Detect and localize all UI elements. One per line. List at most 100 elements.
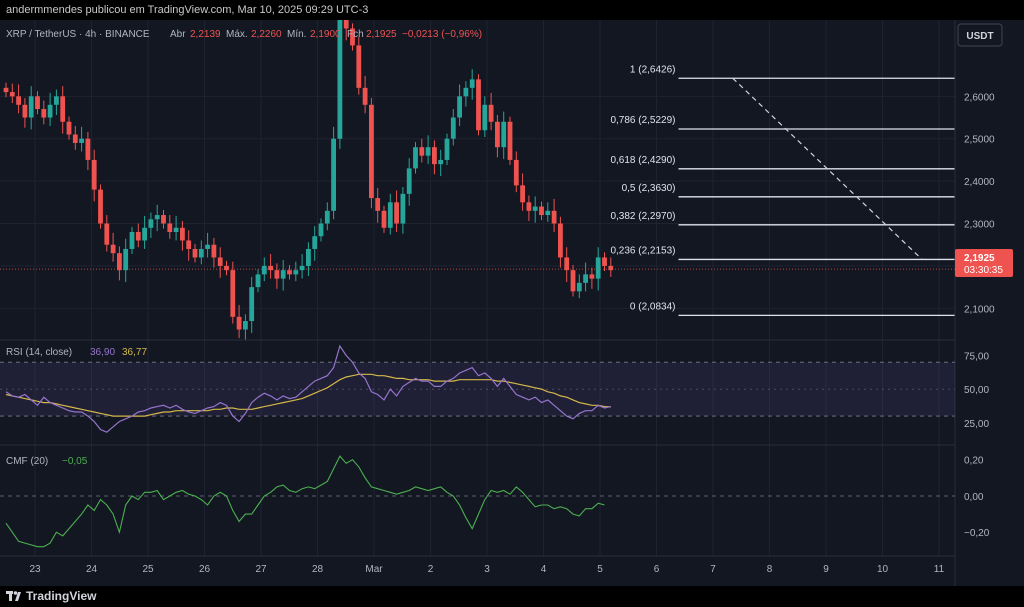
candle-body[interactable] — [564, 257, 570, 271]
candle-body[interactable] — [501, 121, 507, 148]
candle-body[interactable] — [476, 79, 481, 131]
candle-body[interactable] — [526, 202, 532, 211]
candle-body[interactable] — [261, 265, 267, 275]
candle-body[interactable] — [268, 265, 273, 271]
candle-body[interactable] — [9, 92, 15, 97]
candle-body[interactable] — [135, 232, 141, 241]
candle-body[interactable] — [570, 270, 576, 292]
candle-body[interactable] — [394, 202, 399, 224]
candle-body[interactable] — [287, 270, 292, 275]
rsi-pane[interactable]: RSI (14, close) 36,90 36,77 75,00 50,00 25… — [0, 339, 989, 433]
candlestick-series[interactable] — [3, 9, 614, 340]
candle-body[interactable] — [180, 227, 185, 241]
candle-body[interactable] — [551, 210, 557, 224]
candle-body[interactable] — [488, 104, 494, 122]
candle-body[interactable] — [28, 96, 34, 118]
candle-body[interactable] — [60, 96, 66, 122]
candle-body[interactable] — [66, 121, 72, 135]
candle-body[interactable] — [249, 287, 255, 322]
candle-body[interactable] — [161, 215, 166, 224]
candle-body[interactable] — [224, 265, 229, 271]
candle-body[interactable] — [343, 20, 349, 29]
candle-body[interactable] — [595, 257, 601, 279]
candle-body[interactable] — [438, 159, 444, 165]
candle-body[interactable] — [167, 223, 173, 232]
candle-body[interactable] — [583, 274, 588, 283]
candle-body[interactable] — [520, 185, 525, 203]
candle-body[interactable] — [98, 189, 103, 224]
cmf-pane[interactable]: CMF (20) −0,05 0,20 0,00 −0,20 — [0, 444, 990, 548]
candle-body[interactable] — [545, 210, 551, 216]
candle-body[interactable] — [350, 28, 355, 46]
candle-body[interactable] — [469, 79, 475, 88]
candle-body[interactable] — [293, 270, 299, 275]
candle-body[interactable] — [482, 104, 488, 131]
candle-body[interactable] — [331, 138, 336, 211]
candle-body[interactable] — [198, 248, 204, 258]
candle-body[interactable] — [608, 265, 614, 271]
candle-body[interactable] — [22, 104, 28, 118]
candle-body[interactable] — [205, 244, 210, 249]
candle-body[interactable] — [602, 257, 607, 266]
candle-body[interactable] — [299, 265, 305, 271]
candle-body[interactable] — [457, 96, 462, 118]
chart-frame[interactable]: 1 (2,6426) 0,786 (2,5229) 0,618 (2,4290) 0,… — [0, 9, 1024, 586]
candle-body[interactable] — [356, 45, 362, 88]
candle-body[interactable] — [558, 223, 563, 258]
candle-body[interactable] — [406, 168, 412, 194]
candle-body[interactable] — [432, 147, 437, 165]
candle-body[interactable] — [362, 87, 368, 105]
candle-body[interactable] — [463, 87, 469, 97]
candle-body[interactable] — [274, 270, 280, 279]
candle-body[interactable] — [117, 253, 122, 271]
candle-body[interactable] — [41, 109, 47, 118]
candle-body[interactable] — [387, 202, 393, 228]
candle-body[interactable] — [419, 147, 425, 156]
time-axis[interactable]: 23 24 25 26 27 28 Mar 2 3 4 5 6 7 8 9 10 11 — [0, 555, 955, 575]
candle-body[interactable] — [142, 227, 147, 241]
candle-body[interactable] — [337, 20, 343, 139]
candle-body[interactable] — [312, 236, 318, 249]
candle-body[interactable] — [318, 223, 324, 237]
candle-body[interactable] — [211, 244, 217, 258]
candle-body[interactable] — [381, 210, 387, 228]
candle-body[interactable] — [532, 206, 538, 211]
candle-body[interactable] — [186, 240, 192, 249]
candle-body[interactable] — [173, 227, 179, 232]
candle-body[interactable] — [129, 232, 135, 249]
candle-body[interactable] — [280, 270, 286, 279]
candle-body[interactable] — [255, 274, 261, 288]
candle-body[interactable] — [217, 257, 223, 266]
trendline[interactable] — [732, 77, 923, 260]
candle-body[interactable] — [513, 159, 519, 186]
candle-body[interactable] — [375, 198, 381, 211]
candle-body[interactable] — [507, 121, 513, 160]
candle-body[interactable] — [54, 96, 59, 105]
candle-body[interactable] — [425, 147, 431, 156]
candle-body[interactable] — [47, 104, 53, 118]
candle-body[interactable] — [306, 248, 311, 266]
candle-body[interactable] — [324, 210, 330, 224]
candle-body[interactable] — [16, 96, 21, 105]
candle-body[interactable] — [79, 138, 84, 143]
candle-body[interactable] — [104, 223, 110, 245]
candle-body[interactable] — [576, 282, 582, 292]
candle-body[interactable] — [444, 138, 450, 160]
candle-body[interactable] — [589, 274, 595, 279]
candle-body[interactable] — [192, 248, 198, 258]
candle-body[interactable] — [230, 270, 236, 317]
candle-body[interactable] — [236, 316, 242, 330]
candle-body[interactable] — [450, 117, 456, 139]
chart-canvas[interactable]: 1 (2,6426) 0,786 (2,5229) 0,618 (2,4290) 0,… — [0, 9, 1024, 586]
candle-body[interactable] — [413, 147, 418, 169]
fibonacci-levels[interactable]: 1 (2,6426) 0,786 (2,5229) 0,618 (2,4290) 0,… — [610, 64, 955, 317]
candle-body[interactable] — [400, 193, 406, 224]
candle-body[interactable] — [72, 134, 78, 143]
candle-body[interactable] — [123, 248, 129, 271]
candle-body[interactable] — [85, 138, 91, 160]
candle-body[interactable] — [154, 215, 160, 220]
candle-body[interactable] — [35, 96, 40, 110]
price-scale[interactable]: USDT 2,60002,50002,40002,30002,20002,100… — [954, 20, 1013, 586]
candle-body[interactable] — [148, 219, 154, 228]
candle-body[interactable] — [110, 244, 116, 254]
